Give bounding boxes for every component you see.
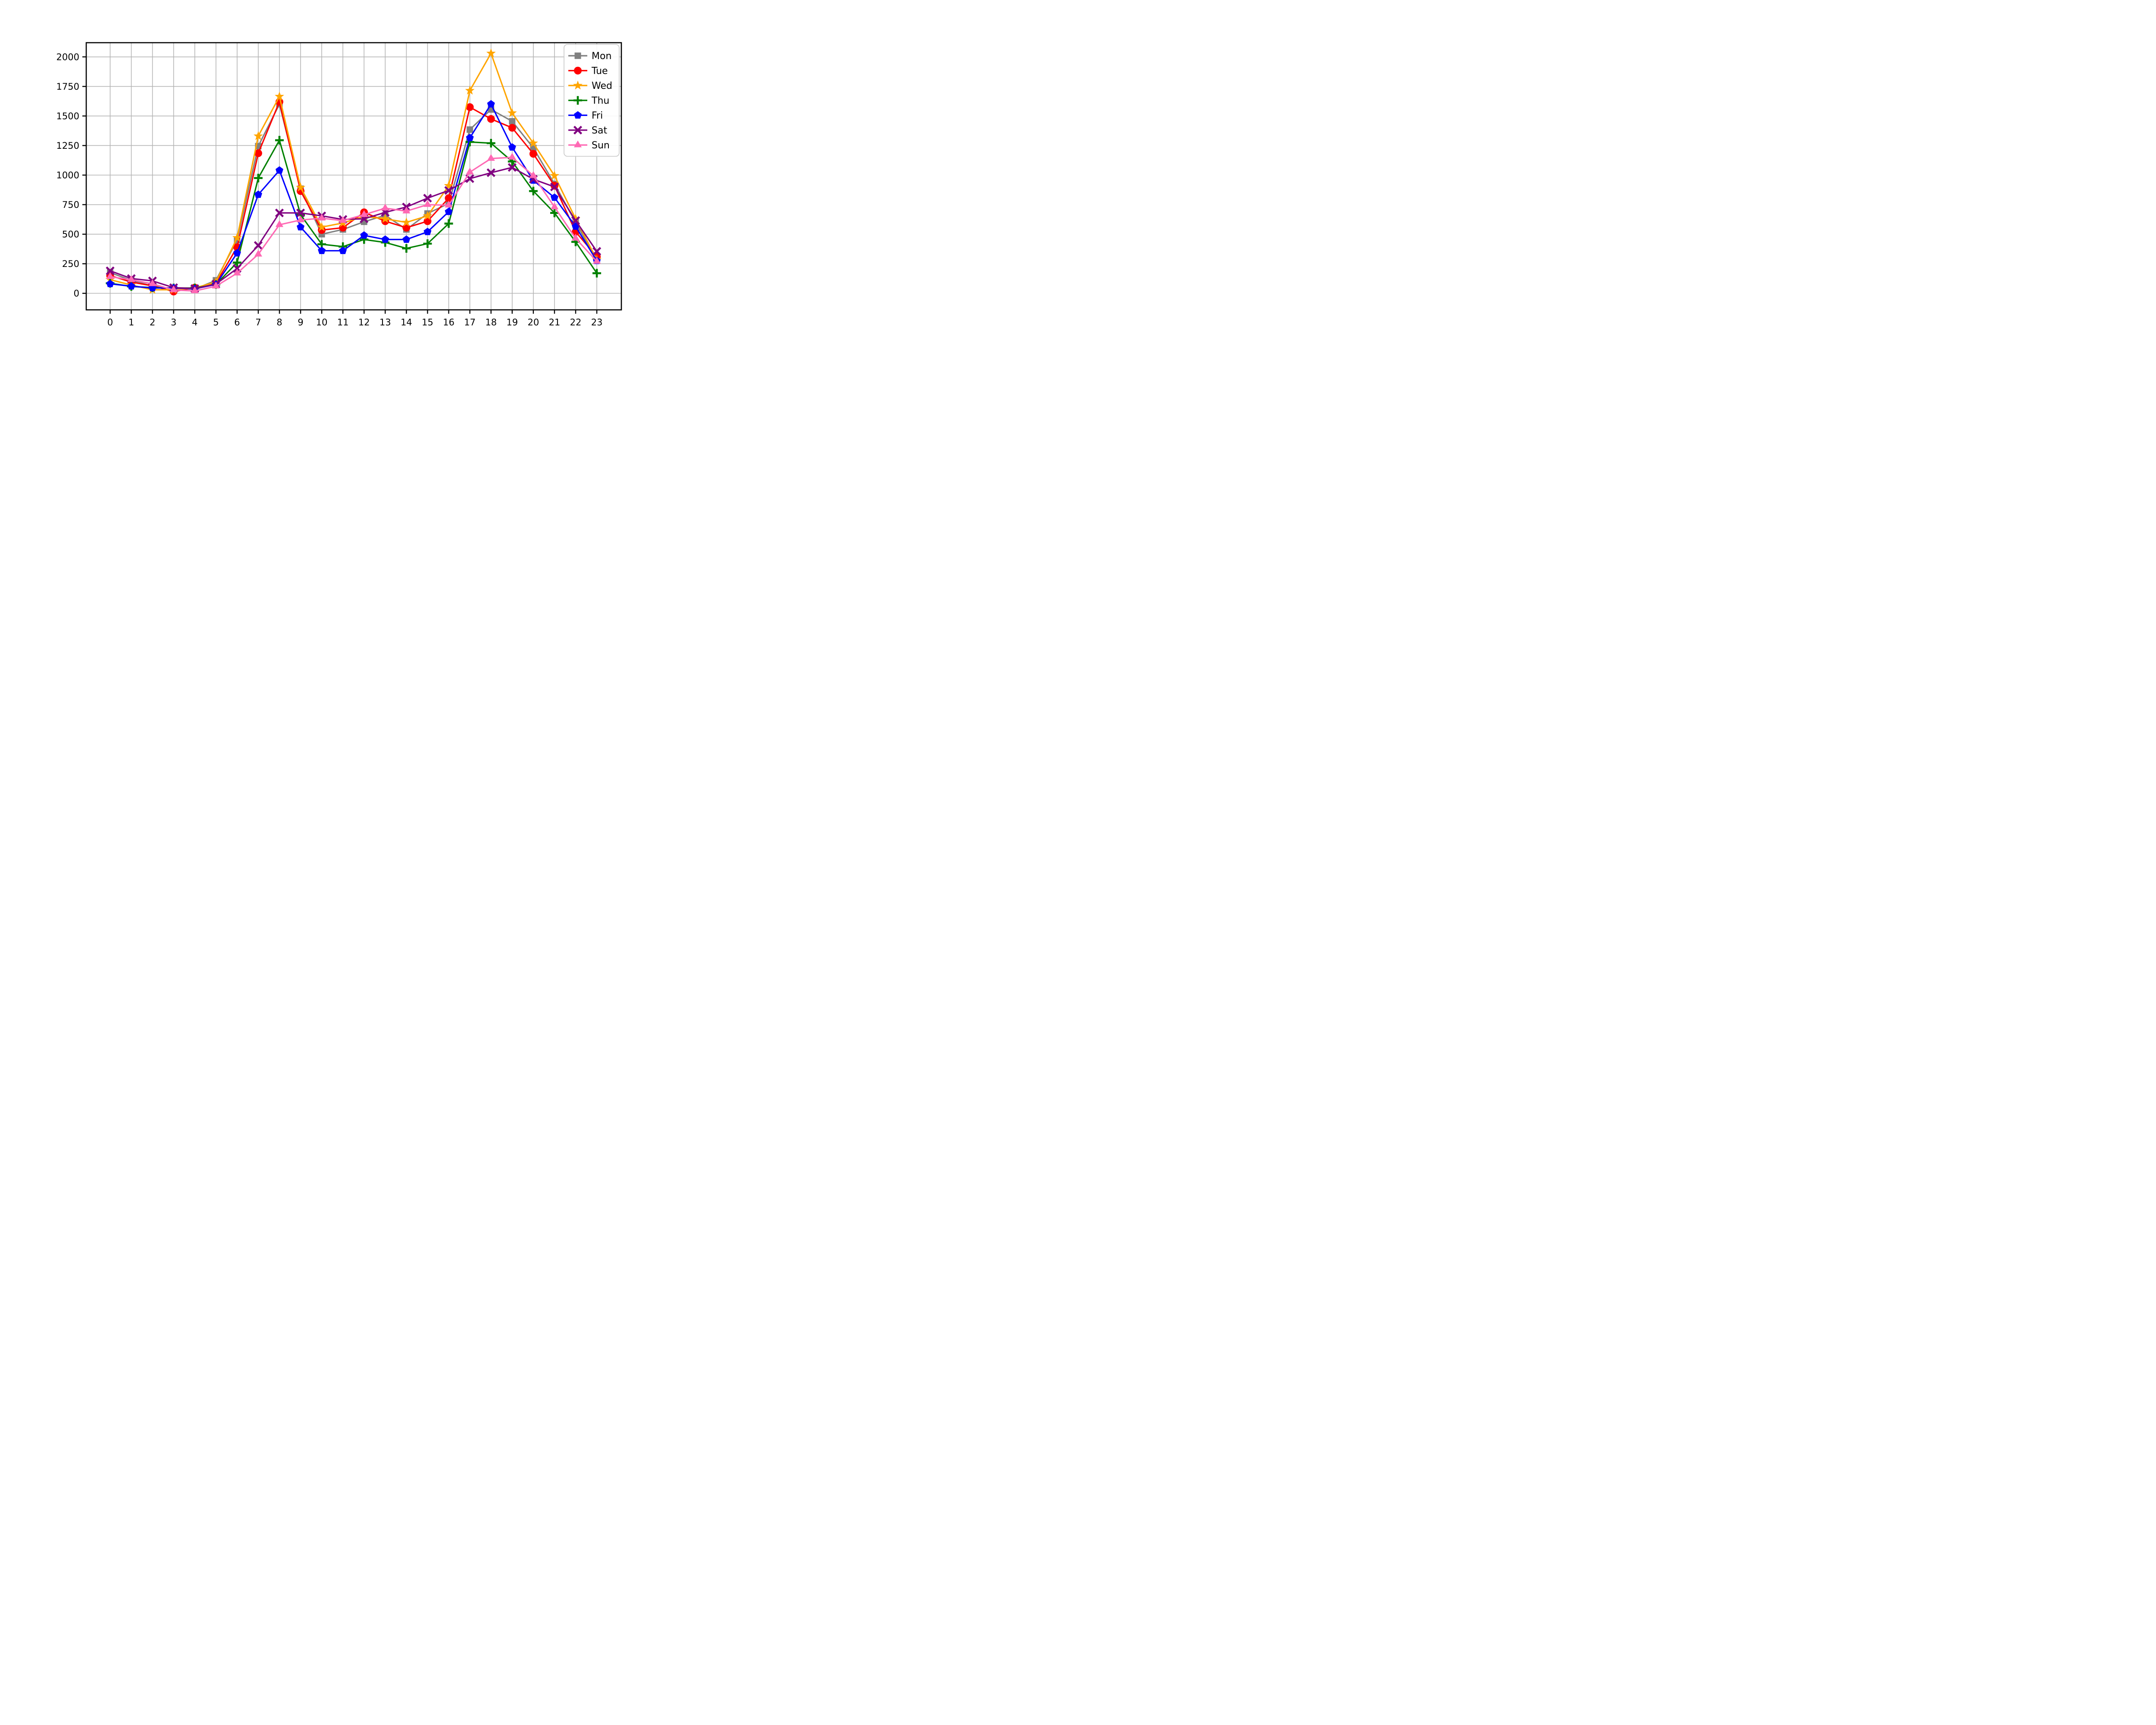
- series-line-wed: [110, 53, 598, 291]
- line-chart-figure: 0 1 2 3 4 5 6 7 8 9 10 11 12 13 14 15 16 17 18 19 20 21 22 23 0 2…: [0, 0, 690, 345]
- legend-label: Mon: [592, 51, 611, 62]
- x-tick-label: 12: [358, 317, 370, 328]
- y-tick-label: 500: [62, 229, 79, 240]
- legend-label: Sat: [592, 125, 607, 136]
- x-tick-label: 23: [591, 317, 603, 328]
- x-tick-label: 21: [549, 317, 561, 328]
- plot-border: [85, 42, 622, 310]
- y-tick-label: 1500: [56, 111, 79, 121]
- x-tick-label: 1: [128, 317, 134, 328]
- legend-label: Fri: [592, 110, 603, 121]
- series-sun: [106, 153, 601, 293]
- y-tick-label: 250: [62, 259, 79, 269]
- y-tick-label: 1000: [56, 170, 79, 181]
- x-tick-label: 9: [298, 317, 303, 328]
- series-tue: [106, 98, 601, 296]
- legend-item-wed: Wed: [568, 80, 612, 91]
- x-tick-label: 16: [443, 317, 454, 328]
- x-tick-label: 2: [150, 317, 155, 328]
- series-line-sat: [110, 166, 598, 289]
- x-tick-label: 11: [337, 317, 349, 328]
- x-tick-label: 8: [276, 317, 282, 328]
- y-tick-label: 750: [62, 200, 79, 210]
- x-tick-label: 15: [422, 317, 433, 328]
- legend-item-tue: Tue: [568, 66, 608, 76]
- series-sat: [106, 163, 602, 293]
- series-fri: [106, 100, 601, 292]
- x-tick-label: 17: [464, 317, 476, 328]
- legend: Mon Tue Wed Thu Fri Sat Sun: [564, 44, 620, 157]
- x-tick-label: 0: [107, 317, 113, 328]
- legend-label: Thu: [591, 95, 609, 106]
- x-tick-label: 13: [379, 317, 391, 328]
- x-tick-label: 4: [192, 317, 197, 328]
- series-line-thu: [110, 139, 598, 289]
- x-tick-label: 5: [213, 317, 219, 328]
- legend-item-sun: Sun: [568, 140, 610, 151]
- y-tick-label: 1250: [56, 141, 79, 151]
- y-tick-label: 0: [74, 289, 79, 299]
- legend-label: Tue: [591, 66, 608, 76]
- x-tick-label: 14: [401, 317, 412, 328]
- axis-ticks: 0 1 2 3 4 5 6 7 8 9 10 11 12 13 14 15 16 17 18 19 20 21 22 2302…: [56, 52, 603, 327]
- series-line-sun: [110, 157, 598, 292]
- legend-item-thu: Thu: [568, 95, 609, 106]
- x-tick-label: 10: [316, 317, 328, 328]
- x-tick-label: 19: [506, 317, 518, 328]
- x-tick-label: 20: [527, 317, 539, 328]
- legend-item-mon: Mon: [568, 51, 611, 62]
- x-tick-label: 22: [570, 317, 582, 328]
- legend-item-sat: Sat: [568, 125, 607, 136]
- y-tick-label: 2000: [56, 52, 79, 62]
- series-line-fri: [110, 103, 598, 290]
- y-tick-label: 1750: [56, 82, 79, 92]
- x-tick-label: 6: [234, 317, 240, 328]
- legend-item-fri: Fri: [568, 110, 603, 121]
- series-line-mon: [110, 103, 598, 290]
- x-tick-label: 3: [171, 317, 176, 328]
- x-tick-label: 7: [255, 317, 261, 328]
- legend-label: Wed: [592, 81, 612, 91]
- chart-svg: 0 1 2 3 4 5 6 7 8 9 10 11 12 13 14 15 16 17 18 19 20 21 22 2302…: [56, 42, 622, 328]
- series-thu: [106, 136, 602, 292]
- x-tick-label: 18: [485, 317, 497, 328]
- grid: [86, 43, 621, 310]
- legend-label: Sun: [592, 140, 610, 151]
